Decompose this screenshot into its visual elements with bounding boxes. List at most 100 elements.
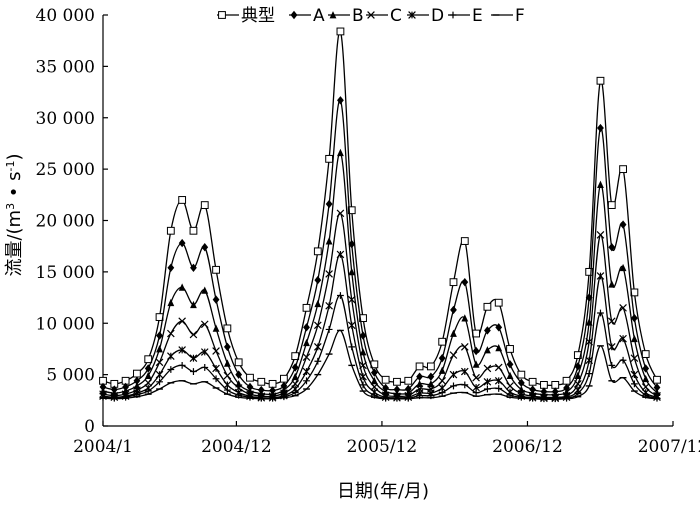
series-2 — [99, 96, 661, 396]
data-point — [460, 343, 469, 351]
data-point — [156, 331, 163, 340]
series-line — [102, 30, 658, 386]
legend-label: D — [431, 6, 444, 26]
data-point — [291, 363, 299, 372]
data-point — [517, 370, 526, 379]
data-point — [608, 361, 616, 369]
data-point — [178, 346, 186, 354]
data-point — [99, 393, 107, 401]
data-point — [461, 381, 469, 389]
data-point — [144, 364, 152, 373]
x-ticks: 2004/1 2004/12 2005/12 2006/12 2007/12 — [73, 421, 700, 457]
data-point — [359, 381, 367, 389]
legend-item: B — [328, 6, 364, 26]
data-point — [404, 376, 413, 385]
data-point — [189, 226, 198, 235]
data-point — [348, 343, 356, 351]
data-point — [178, 238, 186, 248]
y-axis-title: 流量/(m3 • s-1) — [4, 153, 26, 276]
data-point — [472, 389, 480, 397]
data-point — [178, 196, 187, 204]
data-point — [325, 270, 333, 278]
data-point — [246, 373, 254, 382]
data-point — [483, 377, 492, 386]
data-point — [653, 383, 661, 392]
data-point — [235, 370, 243, 379]
y-tick-label: 35 000 — [36, 57, 95, 77]
data-point — [370, 368, 378, 377]
data-point — [167, 298, 175, 307]
legend-label: B — [352, 6, 364, 26]
data-point — [653, 375, 661, 384]
series-1 — [99, 27, 661, 389]
data-point — [450, 305, 457, 315]
legend-item: C — [366, 6, 402, 26]
data-point — [167, 263, 175, 272]
x-tick-label: 2006/12 — [492, 437, 563, 457]
data-point — [212, 347, 220, 355]
data-point — [438, 376, 447, 385]
data-point — [325, 301, 333, 310]
legend-marker — [449, 11, 457, 19]
data-point — [630, 354, 639, 363]
data-point — [461, 314, 469, 322]
data-point — [596, 231, 605, 239]
data-point — [630, 334, 638, 343]
data-point — [494, 298, 503, 307]
data-point — [495, 344, 503, 352]
data-point — [325, 199, 333, 209]
data-point — [200, 320, 209, 329]
series-line — [102, 99, 658, 393]
data-point — [551, 381, 560, 389]
data-point — [642, 364, 650, 373]
data-point — [303, 377, 310, 385]
data-point — [415, 362, 424, 371]
data-point — [506, 345, 514, 353]
data-point — [460, 367, 469, 376]
y-ticks: 0 5 000 10 000 15 000 20 000 25 000 30 000 35 0… — [36, 6, 108, 437]
data-point — [313, 321, 322, 330]
data-point — [234, 358, 243, 367]
data-point — [449, 370, 458, 379]
data-point — [438, 337, 447, 346]
series-line — [102, 329, 658, 400]
data-point — [438, 389, 446, 397]
data-point — [416, 372, 423, 381]
data-point — [348, 267, 356, 276]
data-point — [201, 364, 209, 371]
data-point — [426, 362, 435, 371]
legend-label: C — [390, 6, 402, 26]
data-point — [303, 323, 310, 332]
data-point — [585, 370, 593, 377]
data-point — [257, 377, 266, 386]
data-point — [608, 243, 616, 252]
data-point — [201, 286, 209, 294]
data-point — [302, 353, 311, 361]
data-point — [484, 326, 491, 335]
data-point — [608, 280, 616, 288]
legend-item: A — [289, 6, 325, 26]
data-point — [427, 372, 435, 381]
data-point — [302, 303, 311, 312]
data-point — [450, 329, 457, 337]
y-tick-label: 5 000 — [46, 366, 95, 386]
data-point — [438, 353, 446, 363]
data-point — [517, 393, 525, 401]
y-tick-label: 20 000 — [36, 212, 95, 232]
data-point — [223, 371, 232, 380]
data-point — [167, 366, 175, 373]
data-point — [144, 355, 153, 364]
legend-label: 典型 — [241, 6, 275, 26]
data-point — [347, 321, 356, 330]
data-point — [607, 201, 616, 209]
data-point — [359, 331, 367, 340]
data-point — [438, 366, 446, 374]
data-point — [596, 76, 605, 85]
data-point — [404, 384, 412, 394]
data-point — [597, 180, 604, 188]
data-point — [597, 309, 604, 317]
data-point — [506, 371, 514, 380]
data-point — [212, 265, 220, 274]
series-7 — [99, 329, 661, 400]
